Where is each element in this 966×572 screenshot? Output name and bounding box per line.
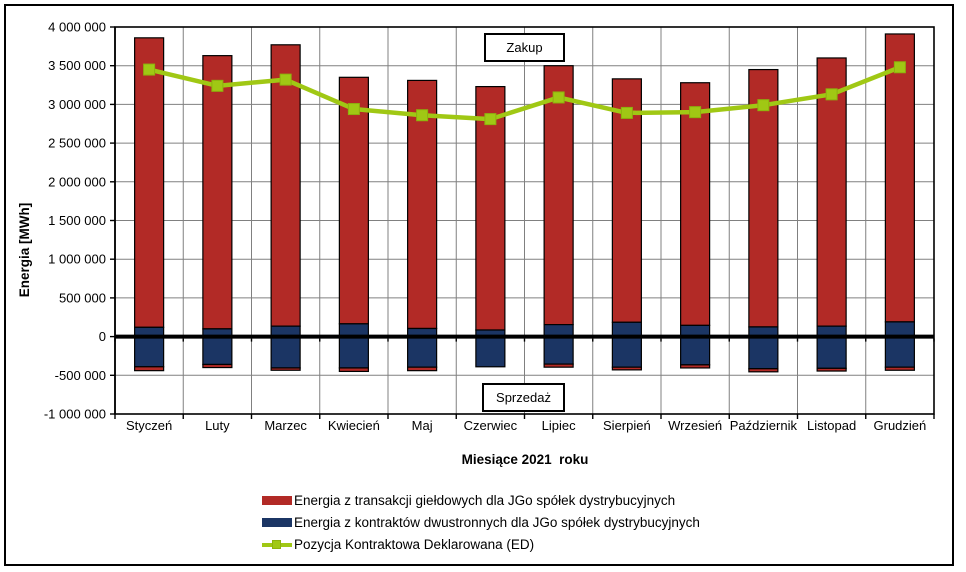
bar-segment-exchange-up [475,85,506,331]
bar-segment-bilateral-down [475,336,506,368]
x-tick-label: Lipiec [542,418,576,433]
legend-item-exchange: Energia z transakcji giełdowych dla JGo … [262,489,700,511]
bar-segment-exchange-down [134,366,165,372]
bar-segment-exchange-up [680,82,711,326]
bar-segment-bilateral-up [611,321,642,338]
bar-segment-exchange-up [134,37,165,328]
bar-segment-bilateral-down [134,336,165,368]
x-tick-label: Styczeń [126,418,172,433]
bar-segment-bilateral-down [748,336,779,370]
bar-segment-exchange-down [338,367,369,373]
line-marker-square [689,106,702,119]
exchange-series-swatch-icon [262,495,292,505]
x-axis-title: Miesiące 2021 roku [461,452,589,467]
line-series-swatch-icon [262,538,292,550]
zakup-annotation-box: Zakup [484,33,565,62]
line-marker-square [552,91,565,104]
bar-segment-bilateral-down [816,336,847,369]
legend-item-bilateral: Energia z kontraktów dwustronnych dla JG… [262,511,700,533]
legend-label-bilateral: Energia z kontraktów dwustronnych dla JG… [294,514,700,530]
bar-segment-exchange-up [202,55,233,330]
x-tick-label: Kwiecień [328,418,380,433]
bar-segment-bilateral-down [407,336,438,368]
x-tick-label: Grudzień [874,418,927,433]
y-tick-label: 4 000 000 [48,20,106,35]
bar-segment-bilateral-down [338,336,369,369]
bar-segment-exchange-up [884,33,915,323]
figure-border [4,4,954,566]
y-tick-label: 2 500 000 [48,136,106,151]
bar-segment-exchange-down [611,366,642,371]
bar-segment-exchange-down [884,366,915,371]
y-tick-label: -1 000 000 [44,407,106,422]
y-tick-label: 3 500 000 [48,58,106,73]
y-tick-label: 2 000 000 [48,174,106,189]
bar-segment-exchange-up [748,68,779,328]
energy-combo-chart: 4 000 000 3 500 000 3 000 000 2 500 000 2 00… [44,20,935,433]
bar-segment-bilateral-down [884,336,915,368]
bar-segment-bilateral-down [611,336,642,368]
sprzedaz-annotation-box: Sprzedaż [482,383,565,412]
bar-segment-exchange-up [543,65,574,326]
bar-segment-exchange-down [270,367,301,371]
bar-segment-exchange-up [270,44,301,327]
x-tick-label: Październik [730,418,798,433]
y-tick-label: -500 000 [55,368,106,383]
line-marker-square [825,88,838,101]
zakup-annotation-label: Zakup [506,40,543,55]
bar-segment-exchange-down [816,367,847,372]
line-marker-square [279,73,292,86]
bar-segment-exchange-up [816,57,847,327]
x-tick-label: Marzec [264,418,307,433]
x-tick-label: Sierpień [603,418,651,433]
x-tick-label: Luty [205,418,230,433]
x-tick-label: Wrzesień [668,418,722,433]
chart-legend: Energia z transakcji giełdowych dla JGo … [262,489,700,555]
y-axis-title: Energia [MWh] [16,202,32,298]
bar-segment-exchange-up [338,76,369,325]
bar-segment-exchange-down [748,368,779,373]
x-tick-label: Listopad [807,418,856,433]
line-marker-square [484,113,497,126]
line-marker-square [416,109,429,122]
y-tick-label: 0 [99,329,106,344]
y-tick-label: 1 500 000 [48,213,106,228]
line-marker-square [893,61,906,74]
bar-segment-bilateral-down [680,336,711,366]
x-tick-label: Czerwiec [464,418,518,433]
bar-segment-exchange-down [543,363,574,368]
bar-segment-bilateral-down [543,336,574,365]
line-marker-square [757,99,770,112]
declared-position-line [148,65,901,122]
bar-segment-exchange-up [611,78,642,323]
x-tick-label: Maj [412,418,433,433]
bilateral-series-swatch-icon [262,517,292,527]
line-marker-square [347,103,360,116]
bar-segment-bilateral-up [884,321,915,338]
sprzedaz-annotation-label: Sprzedaż [496,390,551,405]
bar-segment-exchange-down [202,363,233,369]
line-marker-square [620,106,633,119]
y-tick-label: 1 000 000 [48,252,106,267]
legend-label-exchange: Energia z transakcji giełdowych dla JGo … [294,492,676,508]
line-marker-square [143,63,156,76]
bar-segment-bilateral-down [270,336,301,369]
y-tick-label: 500 000 [59,290,106,305]
bar-segment-exchange-down [680,364,711,369]
bar-segment-exchange-down [407,366,438,372]
legend-item-position-line: Pozycja Kontraktowa Deklarowana (ED) [262,533,700,555]
legend-label-position-line: Pozycja Kontraktowa Deklarowana (ED) [294,536,535,552]
bar-segment-bilateral-down [202,336,233,366]
y-tick-label: 3 000 000 [48,97,106,112]
line-marker-square [211,79,224,92]
